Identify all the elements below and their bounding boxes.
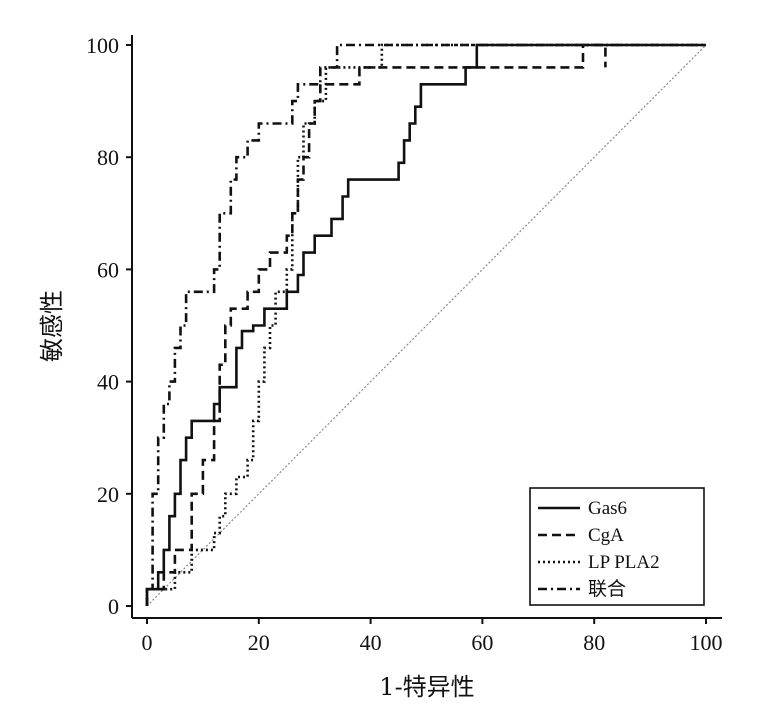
y-tick-label: 100 [86,33,119,58]
y-tick-label: 40 [97,370,119,395]
legend-label-1: Gas6 [588,498,627,519]
x-ticks: 0 20 40 60 80 100 [142,618,723,655]
x-tick-label: 100 [690,630,723,655]
x-tick-label: 40 [360,630,382,655]
series-layer [145,43,706,606]
legend-label-4: 联合 [588,578,626,600]
x-tick-label: 20 [248,630,270,655]
x-tick-label: 80 [583,630,605,655]
legend-label-2: CgA [588,525,624,546]
series-line-4 [145,43,706,606]
y-tick-label: 0 [108,594,119,619]
series-line-1 [145,43,706,606]
legend-label-3: LP PLA2 [588,552,660,573]
series-line-3 [145,43,706,606]
x-tick-label: 0 [142,630,153,655]
y-tick-label: 60 [97,257,119,282]
legend: Gas6 CgA LP PLA2 联合 [529,487,705,606]
x-axis-label: 1-特异性 [379,673,474,701]
y-axis-label: 敏感性 [38,290,66,362]
y-tick-label: 20 [97,482,119,507]
y-tick-label: 80 [97,145,119,170]
x-tick-label: 60 [471,630,493,655]
legend-items: Gas6 CgA LP PLA2 联合 [538,498,660,600]
y-ticks: 0 20 40 60 80 100 [86,33,132,619]
